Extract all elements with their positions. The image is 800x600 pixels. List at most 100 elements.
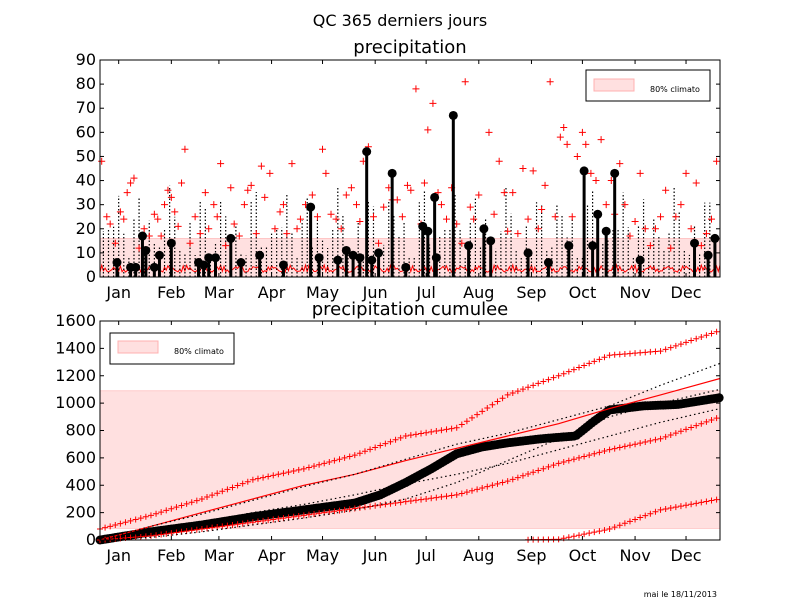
climato-plus: [652, 348, 659, 355]
climato-plus: [596, 528, 603, 535]
climato-plus: [535, 380, 542, 387]
x-tick-label: Nov: [619, 546, 650, 565]
climato-plus: [489, 482, 496, 489]
climato-plus: [534, 225, 542, 233]
climato-plus: [288, 160, 296, 168]
climato-plus: [217, 160, 225, 168]
x-tick-label: Jul: [415, 283, 435, 302]
climato-plus: [494, 480, 501, 487]
climato-plus: [234, 521, 241, 528]
climato-plus: [458, 490, 465, 497]
climato-plus: [555, 372, 562, 379]
figure-suptitle: QC 365 derniers jours: [313, 11, 488, 30]
climato-plus: [601, 527, 608, 534]
climato-plus: [240, 201, 248, 209]
climato-plus: [300, 512, 307, 519]
climato-plus: [276, 208, 284, 216]
climato-plus: [484, 483, 491, 490]
climato-plus: [352, 201, 360, 209]
climato-plus: [321, 460, 328, 467]
climato-plus: [377, 502, 384, 509]
climato-plus: [150, 210, 158, 218]
climato-plus: [361, 504, 368, 511]
y-tick-label: 0: [86, 530, 96, 549]
climato-plus: [570, 533, 577, 540]
climato-plus: [469, 487, 475, 494]
climato-plus: [551, 213, 559, 221]
climato-plus: [164, 186, 172, 194]
y-tick-label: 70: [76, 98, 96, 117]
x-tick-label: Jun: [362, 283, 388, 302]
climato-plus: [305, 511, 312, 518]
climato-plus: [667, 505, 674, 512]
climato-plus: [387, 438, 394, 445]
climato-plus: [601, 448, 608, 455]
climato-plus: [438, 427, 445, 434]
climato-plus: [519, 165, 527, 172]
climato-plus: [147, 512, 154, 519]
climato-plus: [642, 512, 649, 519]
climato-plus: [568, 213, 576, 221]
climato-plus: [392, 436, 399, 443]
precipitation-chart: precipitation 0 10 20 30 40 50 60 70 80 90 Jan Feb M…: [76, 37, 721, 302]
observed-point: [374, 248, 384, 258]
climato-plus: [514, 388, 521, 395]
observed-point: [278, 260, 288, 270]
climato-plus: [688, 424, 695, 431]
climato-plus: [662, 346, 669, 353]
climato-plus: [586, 360, 593, 367]
climato-plus: [249, 476, 256, 483]
observed-point: [401, 262, 411, 272]
climato-plus: [530, 382, 537, 389]
observed-point: [588, 241, 598, 251]
climato-plus: [683, 339, 690, 346]
climato-plus: [708, 330, 715, 337]
observed-point: [423, 226, 433, 236]
climato-plus: [163, 530, 170, 537]
observed-point: [131, 262, 141, 272]
legend-swatch: [117, 340, 159, 354]
climato-plus: [137, 515, 144, 522]
x-tick-label: Apr: [258, 546, 286, 565]
observed-point: [149, 262, 159, 272]
x-tick-label: Sep: [516, 546, 546, 565]
climato-plus: [239, 520, 246, 527]
climato-plus: [120, 215, 128, 223]
climato-plus: [178, 502, 185, 509]
climato-plus: [698, 499, 705, 506]
climato-plus: [667, 344, 674, 351]
observed-point: [431, 253, 441, 263]
climato-plus: [407, 432, 414, 439]
climato-plus: [713, 157, 721, 165]
climato-plus: [127, 517, 134, 524]
climato-plus: [578, 128, 586, 136]
climato-plus: [205, 225, 213, 233]
climato-plus: [688, 337, 695, 344]
climato-plus: [461, 78, 469, 86]
climato-plus: [474, 486, 481, 493]
climato-plus: [453, 491, 460, 498]
observed-point: [306, 202, 316, 212]
observed-point: [236, 258, 246, 268]
climato-plus: [494, 398, 501, 405]
climato-plus: [260, 474, 267, 481]
climato-plus: [504, 478, 511, 485]
climato-plus: [647, 437, 654, 444]
climato-plus: [342, 191, 350, 199]
climato-plus: [336, 456, 343, 463]
climato-plus: [546, 78, 554, 86]
climato-plus: [474, 411, 481, 418]
x-tick-label: Oct: [569, 546, 597, 565]
climato-plus: [214, 490, 221, 497]
climato-plus: [606, 446, 613, 453]
climato-plus: [319, 145, 327, 153]
climato-plus: [117, 520, 124, 527]
y-tick-label: 200: [65, 503, 96, 522]
climato-plus: [341, 506, 348, 513]
climato-plus: [667, 431, 674, 438]
climato-plus: [351, 505, 358, 512]
climato-plus: [545, 376, 552, 383]
climato-plus: [587, 169, 595, 177]
y-tick-label: 800: [65, 421, 96, 440]
x-tick-label: Jul: [415, 546, 435, 565]
